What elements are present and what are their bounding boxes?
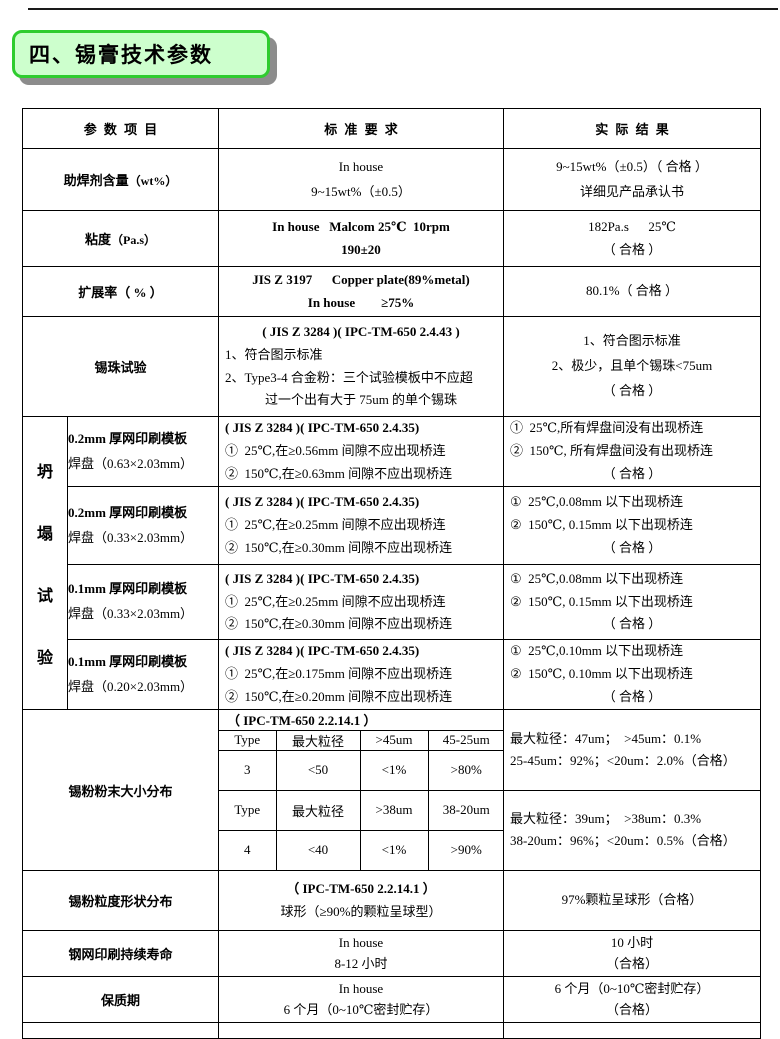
- param-label: 锡粉粒度形状分布: [22, 870, 219, 931]
- param-label: 扩展率（ % ）: [22, 266, 219, 317]
- standard-cell: ( JIS Z 3284 )( IPC-TM-650 2.4.35) ① 25℃…: [218, 416, 504, 487]
- param-sublabel: 0.2mm 厚网印刷模板 焊盘（0.33×2.03mm）: [67, 486, 219, 565]
- result-cell: 80.1%（ 合格 ）: [503, 266, 761, 317]
- type4-result: 最大粒径：39um； >38um：0.3% 38-20um：96%；<20um：…: [510, 811, 736, 849]
- param-label: 锡珠试验: [22, 316, 219, 417]
- result-cell: 9~15wt%（±0.5）（ 合格 ） 详细见产品承认书: [503, 148, 761, 211]
- standard-cell: （ IPC-TM-650 2.2.14.1 ） Type 最大粒径 >45um …: [218, 709, 504, 871]
- table-row: 0.1mm 厚网印刷模板 焊盘（0.33×2.03mm） ( JIS Z 328…: [23, 564, 761, 640]
- header-standard: 标准要求: [218, 108, 504, 149]
- param-sublabel: 0.1mm 厚网印刷模板 焊盘（0.33×2.03mm）: [67, 564, 219, 640]
- result-cell: 6 个月（0~10℃密封贮存） （合格）: [503, 976, 761, 1023]
- standard-cell: In house 8-12 小时: [218, 930, 504, 977]
- result-cell: ① 25℃,0.08mm 以下出现桥连 ② 150℃, 0.15mm 以下出现桥…: [503, 564, 761, 640]
- table-row: 0.2mm 厚网印刷模板 焊盘（0.33×2.03mm） ( JIS Z 328…: [23, 486, 761, 565]
- standard-cell: JIS Z 3197 Copper plate(89%metal) In hou…: [218, 266, 504, 317]
- param-label: 锡粉粉末大小分布: [22, 709, 219, 871]
- table-row: 扩展率（ % ） JIS Z 3197 Copper plate(89%meta…: [22, 266, 761, 317]
- stub-cell: [22, 1022, 219, 1039]
- result-cell: 182Pa.s 25℃ （ 合格 ）: [503, 210, 761, 267]
- standard-cell: In house 9~15wt%（±0.5）: [218, 148, 504, 211]
- table-row: 助焊剂含量（wt%） In house 9~15wt%（±0.5） 9~15wt…: [22, 148, 761, 211]
- result-cell: 1、符合图示标准 2、极少，且单个锡珠<75um （ 合格 ）: [503, 316, 761, 417]
- ipc-ref: （ IPC-TM-650 2.2.14.1 ）: [219, 710, 503, 731]
- parameters-table: 参数项目 标准要求 实际结果 助焊剂含量（wt%） In house 9~15w…: [22, 108, 761, 1039]
- result-cell: 10 小时 （合格）: [503, 930, 761, 977]
- stub-cell: [503, 1022, 761, 1039]
- table-row: 0.1mm 厚网印刷模板 焊盘（0.20×2.03mm） ( JIS Z 328…: [23, 639, 761, 710]
- table-row: 保质期 In house 6 个月（0~10℃密封贮存） 6 个月（0~10℃密…: [22, 976, 761, 1023]
- table-row: 锡粉粒度形状分布 （ IPC-TM-650 2.2.14.1 ） 球形（≥90%…: [22, 870, 761, 931]
- table-row-cutoff: [22, 1022, 761, 1039]
- param-label: 钢网印刷持续寿命: [22, 930, 219, 977]
- standard-cell: （ IPC-TM-650 2.2.14.1 ） 球形（≥90%的颗粒呈球型）: [218, 870, 504, 931]
- standard-cell: In house Malcom 25℃ 10rpm 190±20: [218, 210, 504, 267]
- result-cell: 最大粒径：47um； >45um：0.1% 25-45um：92%；<20um：…: [503, 709, 761, 871]
- param-sublabel: 0.2mm 厚网印刷模板 焊盘（0.63×2.03mm）: [67, 416, 219, 487]
- page-title: 四、锡膏技术参数: [29, 43, 213, 67]
- table-row: 锡粉粉末大小分布 （ IPC-TM-650 2.2.14.1 ） Type 最大…: [22, 709, 761, 871]
- standard-cell: ( JIS Z 3284 )( IPC-TM-650 2.4.35) ① 25℃…: [218, 564, 504, 640]
- result-cell: 97%颗粒呈球形（合格）: [503, 870, 761, 931]
- table-row: 钢网印刷持续寿命 In house 8-12 小时 10 小时 （合格）: [22, 930, 761, 977]
- collapse-test-label: 坍 塌 试 验: [22, 416, 68, 710]
- param-label: 粘度（Pa.s）: [22, 210, 219, 267]
- result-cell: ① 25℃,所有焊盘间没有出现桥连 ② 150℃, 所有焊盘间没有出现桥连 （ …: [503, 416, 761, 487]
- type3-result: 最大粒径：47um； >45um：0.1% 25-45um：92%；<20um：…: [504, 711, 760, 791]
- result-cell: ① 25℃,0.08mm 以下出现桥连 ② 150℃, 0.15mm 以下出现桥…: [503, 486, 761, 565]
- powder-size-table: （ IPC-TM-650 2.2.14.1 ） Type 最大粒径 >45um …: [219, 710, 503, 870]
- standard-cell: ( JIS Z 3284 )( IPC-TM-650 2.4.35) ① 25℃…: [218, 486, 504, 565]
- standard-cell: ( JIS Z 3284 )( IPC-TM-650 2.4.43 ) 1、符合…: [218, 316, 504, 417]
- param-sublabel: 0.1mm 厚网印刷模板 焊盘（0.20×2.03mm）: [67, 639, 219, 710]
- header-result: 实际结果: [503, 108, 761, 149]
- param-label: 保质期: [22, 976, 219, 1023]
- header-param: 参数项目: [22, 108, 219, 149]
- table-header-row: 参数项目 标准要求 实际结果: [22, 108, 761, 149]
- table-row: 坍 塌 试 验 0.2mm 厚网印刷模板 焊盘（0.63×2.03mm） ( J…: [22, 416, 761, 710]
- table-row: 粘度（Pa.s） In house Malcom 25℃ 10rpm 190±2…: [22, 210, 761, 267]
- result-cell: ① 25℃,0.10mm 以下出现桥连 ② 150℃, 0.10mm 以下出现桥…: [503, 639, 761, 710]
- section-title-box: 四、锡膏技术参数: [12, 30, 270, 78]
- top-rule: [28, 8, 778, 10]
- stub-cell: [218, 1022, 504, 1039]
- standard-cell: ( JIS Z 3284 )( IPC-TM-650 2.4.35) ① 25℃…: [218, 639, 504, 710]
- param-label: 助焊剂含量（wt%）: [22, 148, 219, 211]
- standard-cell: In house 6 个月（0~10℃密封贮存）: [218, 976, 504, 1023]
- table-row: 锡珠试验 ( JIS Z 3284 )( IPC-TM-650 2.4.43 )…: [22, 316, 761, 417]
